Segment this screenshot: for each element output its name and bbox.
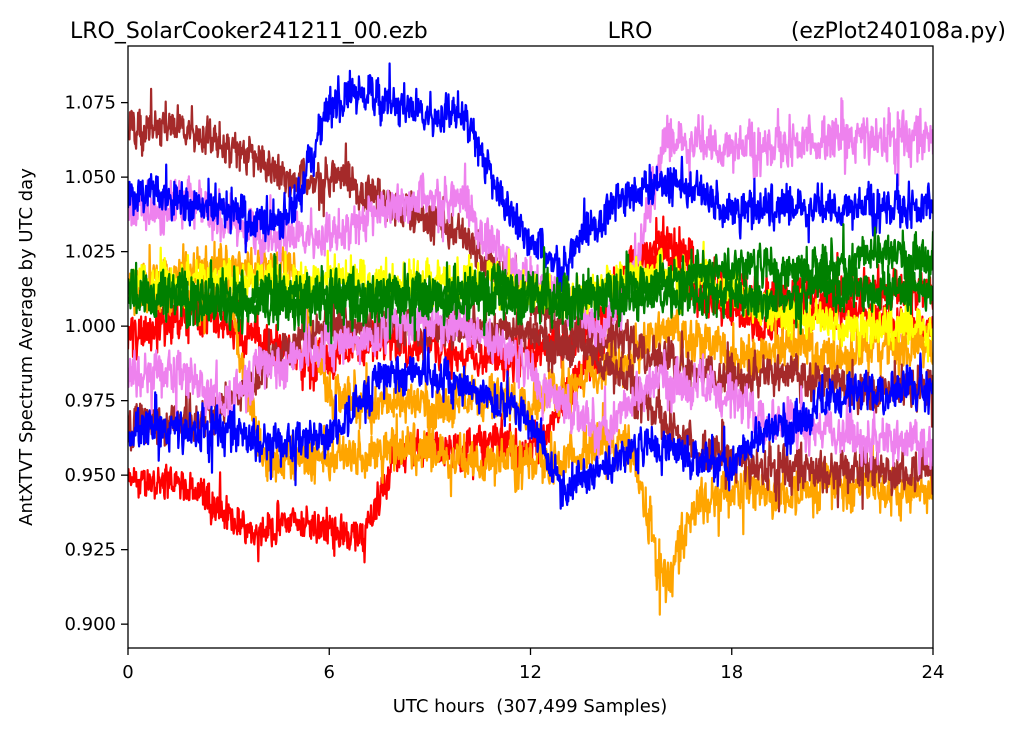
series-line-9	[128, 328, 933, 510]
header-center: LRO	[608, 19, 653, 44]
y-tick-label: 1.050	[64, 167, 116, 188]
y-tick-label: 0.925	[64, 540, 116, 561]
x-tick-label: 0	[122, 662, 133, 683]
y-tick-label: 1.025	[64, 242, 116, 263]
series-line-2	[128, 249, 933, 616]
y-tick-label: 1.075	[64, 93, 116, 114]
y-tick-label: 0.900	[64, 614, 116, 635]
y-tick-label: 1.000	[64, 316, 116, 337]
series-layer	[128, 62, 933, 616]
series-line-5	[128, 291, 933, 452]
x-tick-label: 12	[519, 662, 542, 683]
series-line-12	[128, 243, 933, 337]
header-right: (ezPlot240108a.py)	[791, 19, 1006, 44]
y-tick-label: 0.950	[64, 465, 116, 486]
x-tick-label: 18	[720, 662, 743, 683]
series-line-8	[128, 62, 933, 306]
series-line-6	[128, 97, 933, 348]
y-axis-label: AntXTVT Spectrum Average by UTC day	[16, 168, 37, 526]
y-tick-label: 0.975	[64, 391, 116, 412]
x-axis: 0 6 12 18 24	[122, 648, 944, 683]
y-axis: 0.900 0.925 0.950 0.975 1.000 1.025 1.050 1.075	[64, 93, 128, 635]
header-left: LRO_SolarCooker241211_00.ezb	[70, 19, 428, 44]
x-tick-label: 6	[324, 662, 335, 683]
x-tick-label: 24	[922, 662, 945, 683]
x-axis-label: UTC hours (307,499 Samples)	[393, 696, 668, 717]
